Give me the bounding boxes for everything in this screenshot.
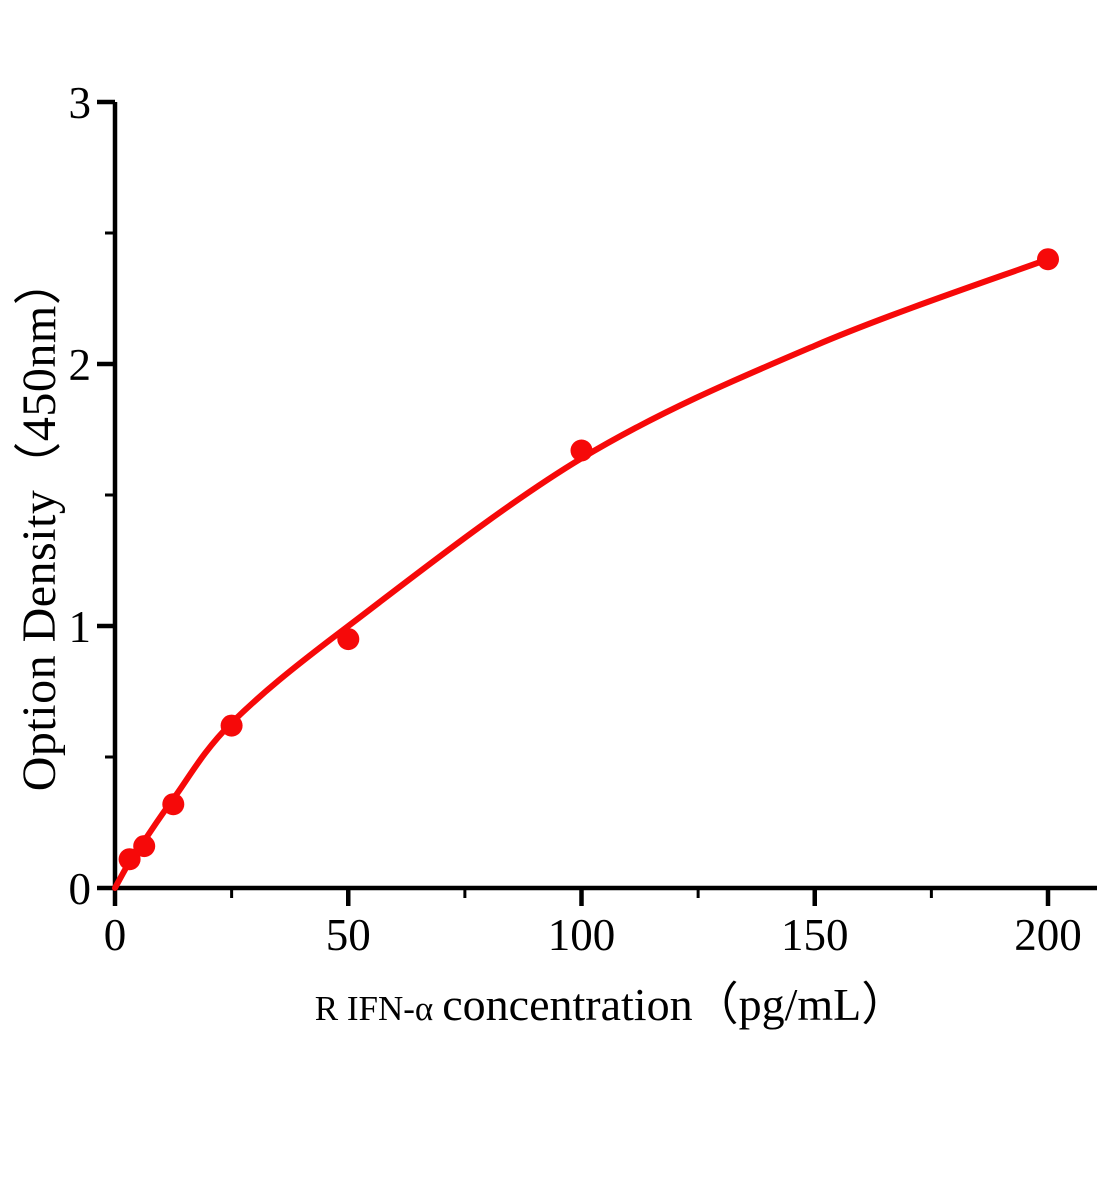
x-tick-label: 100	[548, 910, 616, 960]
y-tick-label: 2	[69, 340, 92, 390]
x-tick-label: 0	[104, 910, 127, 960]
fit-curve	[112, 256, 1051, 891]
x-tick-label: 150	[781, 910, 849, 960]
data-point	[162, 793, 185, 816]
data-point	[118, 848, 141, 871]
y-tick-label: 0	[69, 864, 92, 914]
y-axis-title: Option Density（450nm）	[13, 256, 66, 792]
data-point	[1037, 248, 1059, 271]
data-point	[133, 835, 156, 858]
y-tick-label: 3	[69, 78, 92, 128]
data-point	[337, 628, 360, 651]
data-point	[220, 714, 243, 737]
x-axis-title-unit: concentration（pg/mL）	[442, 979, 908, 1030]
x-tick-label: 200	[1014, 910, 1082, 960]
x-tick-label: 50	[326, 910, 371, 960]
data-point	[570, 439, 593, 462]
y-tick-label: 1	[69, 602, 92, 652]
x-axis-title-prefix: R IFN-α	[314, 989, 434, 1028]
x-axis-title: R IFN-α concentration（pg/mL）	[315, 968, 907, 1034]
axis-spines	[112, 102, 1097, 891]
